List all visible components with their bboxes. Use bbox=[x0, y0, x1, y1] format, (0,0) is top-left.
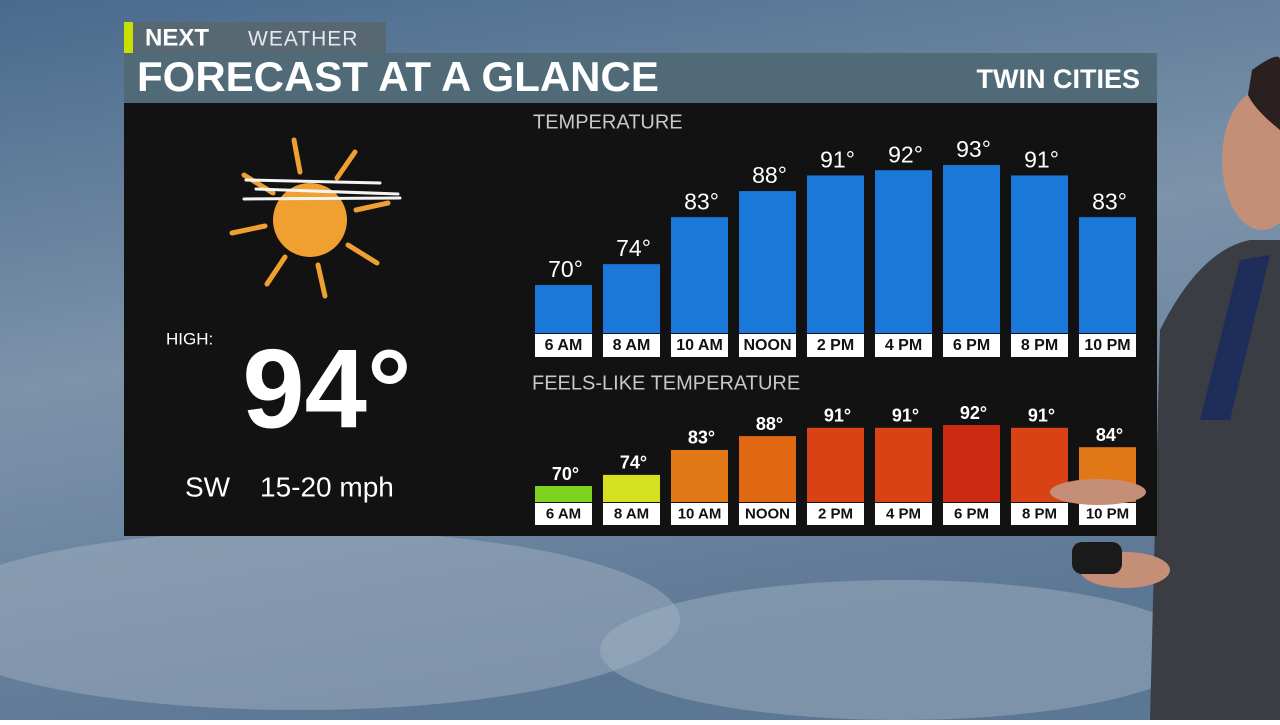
chart-title: FEELS-LIKE TEMPERATURE bbox=[532, 372, 800, 394]
category-box bbox=[875, 334, 932, 357]
value-label: 70° bbox=[548, 256, 583, 282]
category-label: 6 PM bbox=[953, 337, 990, 354]
category-label: 10 AM bbox=[678, 505, 722, 522]
category-box bbox=[1079, 503, 1136, 525]
category-label: 10 PM bbox=[1086, 505, 1129, 522]
value-label: 88° bbox=[756, 414, 783, 434]
category-label: 8 PM bbox=[1021, 337, 1058, 354]
category-label: 6 AM bbox=[546, 505, 581, 522]
title: FORECAST AT A GLANCE bbox=[137, 53, 659, 100]
brand-accent bbox=[124, 22, 133, 53]
category-box bbox=[739, 503, 796, 525]
category-label: NOON bbox=[744, 337, 792, 354]
bar bbox=[739, 191, 796, 333]
brand-sub: WEATHER bbox=[248, 28, 358, 51]
presenter-tie bbox=[1200, 255, 1270, 420]
bar bbox=[1011, 175, 1068, 333]
high-value: 94° bbox=[242, 327, 411, 452]
category-label: 4 PM bbox=[885, 337, 922, 354]
category-box bbox=[943, 503, 1000, 525]
title-bar bbox=[124, 53, 1157, 103]
category-label: 2 PM bbox=[817, 337, 854, 354]
value-label: 91° bbox=[1028, 406, 1055, 426]
category-box bbox=[603, 334, 660, 357]
presenter-hand bbox=[1050, 479, 1146, 505]
category-label: NOON bbox=[745, 505, 790, 522]
high-label: HIGH: bbox=[166, 329, 213, 348]
bar bbox=[535, 285, 592, 333]
wind-speed: 15-20 mph bbox=[260, 471, 394, 502]
bar bbox=[535, 486, 592, 502]
bar bbox=[739, 436, 796, 502]
bar bbox=[671, 217, 728, 333]
category-label: 8 AM bbox=[614, 505, 649, 522]
value-label: 88° bbox=[752, 162, 787, 188]
value-label: 93° bbox=[956, 136, 991, 162]
bar bbox=[807, 427, 864, 502]
category-label: 10 PM bbox=[1084, 337, 1130, 354]
clicker bbox=[1072, 542, 1122, 574]
category-box bbox=[943, 334, 1000, 357]
category-label: 6 PM bbox=[954, 505, 989, 522]
category-box bbox=[739, 334, 796, 357]
category-label: 8 AM bbox=[613, 337, 651, 354]
value-label: 74° bbox=[616, 235, 651, 261]
bar bbox=[875, 427, 932, 502]
value-label: 83° bbox=[684, 188, 719, 214]
category-box bbox=[807, 503, 864, 525]
value-label: 91° bbox=[1024, 147, 1059, 173]
presenter-hair bbox=[1248, 56, 1280, 130]
category-box bbox=[1011, 503, 1068, 525]
category-box bbox=[1011, 334, 1068, 357]
bar bbox=[807, 175, 864, 333]
category-label: 6 AM bbox=[545, 337, 583, 354]
sun-icon bbox=[229, 137, 402, 299]
location: TWIN CITIES bbox=[977, 64, 1141, 94]
value-label: 92° bbox=[888, 141, 923, 167]
value-label: 70° bbox=[552, 464, 579, 484]
category-box bbox=[875, 503, 932, 525]
category-label: 2 PM bbox=[818, 505, 853, 522]
bar bbox=[943, 425, 1000, 502]
bar bbox=[603, 264, 660, 333]
presenter-suit bbox=[1150, 240, 1280, 720]
value-label: 83° bbox=[688, 428, 715, 448]
bar bbox=[671, 449, 728, 502]
category-box bbox=[535, 334, 592, 357]
chart-title: TEMPERATURE bbox=[533, 111, 683, 133]
category-label: 10 AM bbox=[676, 337, 723, 354]
bar bbox=[875, 170, 932, 333]
value-label: 91° bbox=[892, 406, 919, 426]
presenter-head bbox=[1222, 90, 1280, 230]
brand: NEXT bbox=[145, 24, 209, 51]
category-box bbox=[1079, 334, 1136, 357]
category-label: 8 PM bbox=[1022, 505, 1057, 522]
category-box bbox=[807, 334, 864, 357]
category-box bbox=[671, 503, 728, 525]
value-label: 84° bbox=[1096, 425, 1123, 445]
value-label: 91° bbox=[824, 406, 851, 426]
bar bbox=[603, 474, 660, 502]
cloud bbox=[600, 580, 1200, 720]
category-box bbox=[603, 503, 660, 525]
bar bbox=[943, 165, 1000, 333]
brand-box bbox=[124, 22, 386, 53]
wind-direction: SW bbox=[185, 471, 231, 502]
category-box bbox=[671, 334, 728, 357]
value-label: 74° bbox=[620, 453, 647, 473]
value-label: 91° bbox=[820, 147, 855, 173]
value-label: 83° bbox=[1092, 188, 1127, 214]
bar bbox=[1079, 217, 1136, 333]
value-label: 92° bbox=[960, 403, 987, 423]
category-box bbox=[535, 503, 592, 525]
category-label: 4 PM bbox=[886, 505, 921, 522]
cloud bbox=[0, 530, 680, 710]
